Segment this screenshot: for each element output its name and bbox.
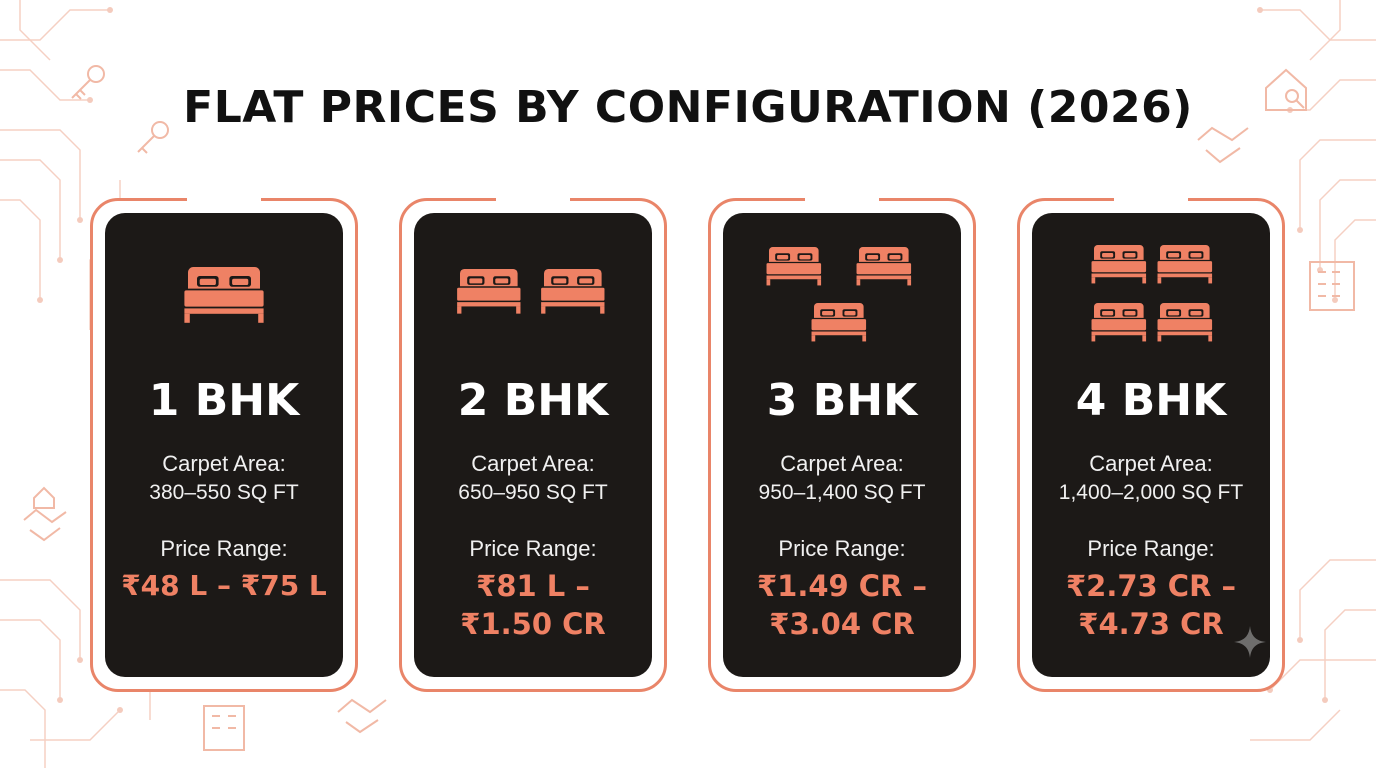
bhk-label: 2 BHK: [457, 375, 609, 426]
bed-icon: [1091, 303, 1147, 342]
price-range-label: Price Range:: [1087, 536, 1215, 561]
price-line-2: ₹3.04 CR: [769, 607, 915, 641]
bed-icons: [1091, 245, 1213, 342]
price-line-1: ₹1.49 CR –: [756, 569, 928, 603]
bhk-label: 4 BHK: [1075, 375, 1227, 426]
card-body: 3 BHK Carpet Area: 950–1,400 SQ FT Price…: [723, 213, 961, 677]
sparkle-icon: [1234, 626, 1266, 658]
card-1bhk: 1 BHK Carpet Area: 380–550 SQ FT Price R…: [90, 195, 358, 692]
bhk-label: 3 BHK: [766, 375, 918, 426]
bed-icon: [541, 269, 605, 314]
carpet-area-label: Carpet Area:: [780, 451, 904, 476]
carpet-area-value: 650–950 SQ FT: [458, 481, 608, 504]
card-body: 4 BHK Carpet Area: 1,400–2,000 SQ FT Pri…: [1032, 213, 1270, 677]
page-title: FLAT PRICES BY CONFIGURATION (2026): [183, 82, 1193, 133]
bed-icon: [766, 247, 822, 286]
frame-notch: [1114, 195, 1188, 205]
price-line-1: ₹2.73 CR –: [1065, 569, 1237, 603]
bhk-label: 1 BHK: [148, 375, 300, 426]
bed-icons: [184, 267, 264, 323]
price-line-1: ₹48 L – ₹75 L: [121, 569, 327, 602]
carpet-area-label: Carpet Area:: [162, 451, 286, 476]
carpet-area-value: 950–1,400 SQ FT: [758, 481, 926, 504]
card-3bhk: 3 BHK Carpet Area: 950–1,400 SQ FT Price…: [708, 195, 976, 692]
bed-icon: [184, 267, 264, 323]
frame-notch: [187, 195, 261, 205]
bed-icon: [1157, 303, 1213, 342]
frame-notch: [805, 195, 879, 205]
price-range-label: Price Range:: [160, 536, 288, 561]
bed-icons: [457, 269, 605, 314]
card-body: 1 BHK Carpet Area: 380–550 SQ FT Price R…: [105, 213, 343, 677]
price-range-label: Price Range:: [469, 536, 597, 561]
card-2bhk: 2 BHK Carpet Area: 650–950 SQ FT Price R…: [399, 195, 667, 692]
carpet-area-label: Carpet Area:: [471, 451, 595, 476]
bed-icon: [1157, 245, 1213, 284]
carpet-area-label: Carpet Area:: [1089, 451, 1213, 476]
bed-icon: [1091, 245, 1147, 284]
price-line-2: ₹1.50 CR: [460, 607, 606, 641]
price-range-value: ₹81 L – ₹1.50 CR: [414, 567, 652, 643]
card-4bhk: 4 BHK Carpet Area: 1,400–2,000 SQ FT Pri…: [1017, 195, 1285, 692]
price-range-value: ₹2.73 CR – ₹4.73 CR: [1032, 567, 1270, 643]
bed-icon: [457, 269, 521, 314]
price-range-label: Price Range:: [778, 536, 906, 561]
bed-icon: [811, 303, 867, 342]
carpet-area-value: 380–550 SQ FT: [149, 481, 299, 504]
bed-icons: [766, 247, 912, 342]
card-body: 2 BHK Carpet Area: 650–950 SQ FT Price R…: [414, 213, 652, 677]
carpet-area-value: 1,400–2,000 SQ FT: [1058, 481, 1244, 504]
price-range-value: ₹48 L – ₹75 L: [105, 567, 343, 605]
price-line-2: ₹4.73 CR: [1078, 607, 1224, 641]
price-line-1: ₹81 L –: [476, 569, 590, 603]
price-range-value: ₹1.49 CR – ₹3.04 CR: [723, 567, 961, 643]
bed-icon: [856, 247, 912, 286]
frame-notch: [496, 195, 570, 205]
